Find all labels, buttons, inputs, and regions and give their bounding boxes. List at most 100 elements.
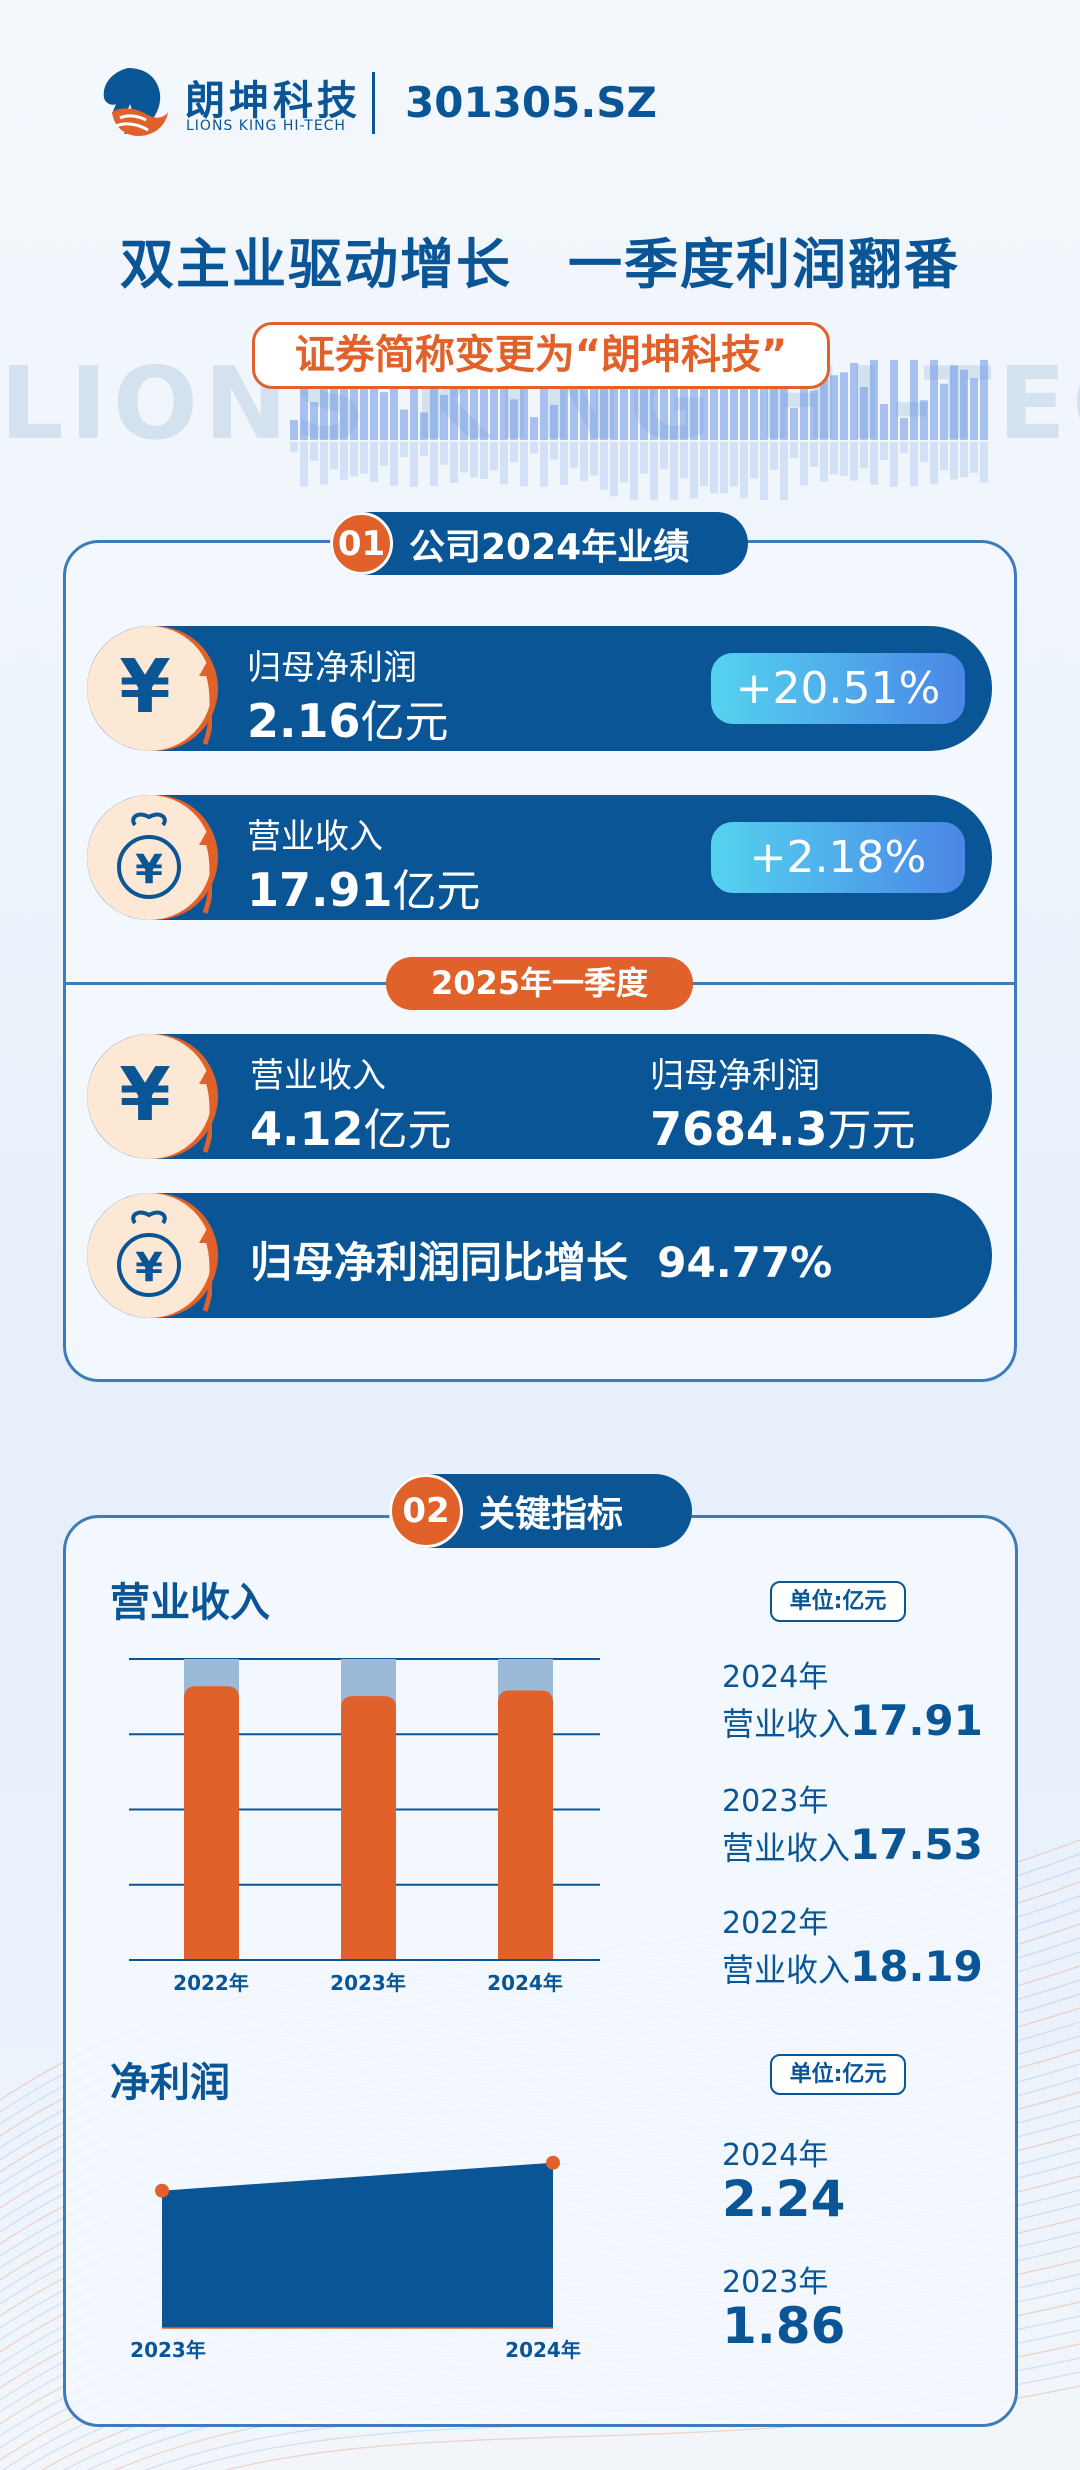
building bbox=[810, 390, 818, 440]
building-reflection bbox=[360, 442, 368, 474]
metric-label: 归母净利润 bbox=[247, 648, 417, 688]
building bbox=[480, 365, 488, 440]
profit-year: 2024年 bbox=[722, 2138, 829, 2173]
building-reflection bbox=[400, 442, 408, 458]
building bbox=[860, 387, 868, 440]
x-tick-label: 2024年 bbox=[505, 2338, 581, 2362]
building-reflection bbox=[290, 442, 298, 452]
building-reflection bbox=[690, 442, 698, 499]
building-reflection bbox=[850, 442, 858, 481]
section1-number: 01 bbox=[330, 512, 393, 575]
q1-profit-label: 归母净利润 bbox=[650, 1056, 820, 1096]
building-reflection bbox=[540, 442, 548, 487]
building bbox=[350, 371, 358, 440]
building-reflection bbox=[800, 442, 808, 486]
building-reflection bbox=[590, 442, 598, 476]
building bbox=[410, 360, 418, 440]
building-reflection bbox=[680, 442, 688, 479]
building-reflection bbox=[310, 442, 318, 461]
revenue-year: 2022年 bbox=[722, 1906, 829, 1941]
building-reflection bbox=[600, 442, 608, 490]
building bbox=[720, 360, 728, 440]
building bbox=[430, 360, 438, 440]
svg-text:¥: ¥ bbox=[119, 644, 171, 730]
building bbox=[780, 360, 788, 440]
building bbox=[520, 360, 528, 440]
building bbox=[670, 360, 678, 440]
building-reflection bbox=[830, 442, 838, 475]
metric-value: 2.16亿元 bbox=[247, 694, 449, 748]
section1-header: 01 公司2024年业绩 bbox=[330, 512, 748, 575]
building-reflection bbox=[640, 442, 648, 474]
money-bag-icon: ¥ bbox=[87, 1193, 212, 1318]
building-reflection bbox=[740, 442, 748, 499]
revenue-value: 营业收入18.19 bbox=[722, 1942, 983, 1991]
building-reflection bbox=[660, 442, 668, 470]
unit-badge: 单位:亿元 bbox=[770, 1581, 906, 1622]
yen-icon: ¥ bbox=[87, 626, 212, 751]
unit-badge: 单位:亿元 bbox=[770, 2054, 906, 2095]
building bbox=[370, 360, 378, 440]
profit-year: 2023年 bbox=[722, 2265, 829, 2300]
building-reflection bbox=[370, 442, 378, 483]
building-reflection bbox=[780, 442, 788, 500]
svg-text:¥: ¥ bbox=[135, 847, 163, 893]
building bbox=[870, 360, 878, 440]
building-reflection bbox=[510, 442, 518, 463]
revenue-year: 2024年 bbox=[722, 1660, 829, 1695]
section1-title: 公司2024年业绩 bbox=[409, 526, 690, 568]
building bbox=[910, 360, 918, 440]
metric-value: 17.91亿元 bbox=[247, 863, 481, 917]
svg-text:¥: ¥ bbox=[119, 1052, 171, 1138]
building bbox=[830, 375, 838, 440]
bar bbox=[184, 1686, 239, 1960]
building bbox=[340, 364, 348, 440]
building-reflection bbox=[910, 442, 918, 487]
building bbox=[950, 365, 958, 440]
building-reflection bbox=[530, 442, 538, 454]
logo-name-cn: 朗坤科技 bbox=[185, 78, 361, 124]
building bbox=[930, 360, 938, 440]
building-reflection bbox=[610, 442, 618, 497]
building-reflection bbox=[760, 442, 768, 500]
building bbox=[380, 392, 388, 440]
bar bbox=[498, 1690, 553, 1960]
building bbox=[790, 407, 798, 440]
building-reflection bbox=[670, 442, 678, 500]
bar bbox=[341, 1696, 396, 1960]
revenue-value: 营业收入17.91 bbox=[722, 1696, 983, 1745]
profit-value: 2.24 bbox=[722, 2170, 846, 2228]
svg-text:¥: ¥ bbox=[135, 1245, 163, 1291]
building-reflection bbox=[300, 442, 308, 487]
x-tick-label: 2022年 bbox=[173, 1971, 249, 1995]
building-reflection bbox=[820, 442, 828, 482]
building bbox=[900, 418, 908, 440]
building-reflection bbox=[950, 442, 958, 480]
building-reflection bbox=[320, 442, 328, 485]
building-reflection bbox=[450, 442, 458, 483]
area bbox=[162, 2162, 553, 2328]
building bbox=[290, 420, 298, 440]
building-reflection bbox=[420, 442, 428, 456]
revenue-list: 2024年 营业收入17.91 2023年 营业收入17.53 2022年 营业… bbox=[722, 1652, 983, 1991]
revenue-chart-title: 营业收入 bbox=[110, 1580, 270, 1626]
building-reflection bbox=[720, 442, 728, 494]
building-reflection bbox=[890, 442, 898, 487]
q1-badge: 2025年一季度 bbox=[386, 957, 693, 1010]
building bbox=[320, 360, 328, 440]
section2-number: 02 bbox=[389, 1474, 463, 1548]
building bbox=[980, 360, 988, 440]
building bbox=[770, 384, 778, 440]
building bbox=[580, 362, 588, 440]
profit-item: 2023年 1.86 bbox=[722, 2257, 845, 2355]
profit-list: 2024年 2.24 2023年 1.86 bbox=[722, 2130, 845, 2355]
building bbox=[540, 360, 548, 440]
building-reflection bbox=[390, 442, 398, 486]
q1-revenue-value: 4.12亿元 bbox=[250, 1102, 452, 1156]
building bbox=[390, 360, 398, 440]
skyline-image bbox=[290, 360, 988, 500]
q1-revenue-label: 营业收入 bbox=[250, 1056, 386, 1096]
data-point bbox=[546, 2155, 560, 2170]
section2-header: 02 关键指标 bbox=[389, 1474, 692, 1548]
